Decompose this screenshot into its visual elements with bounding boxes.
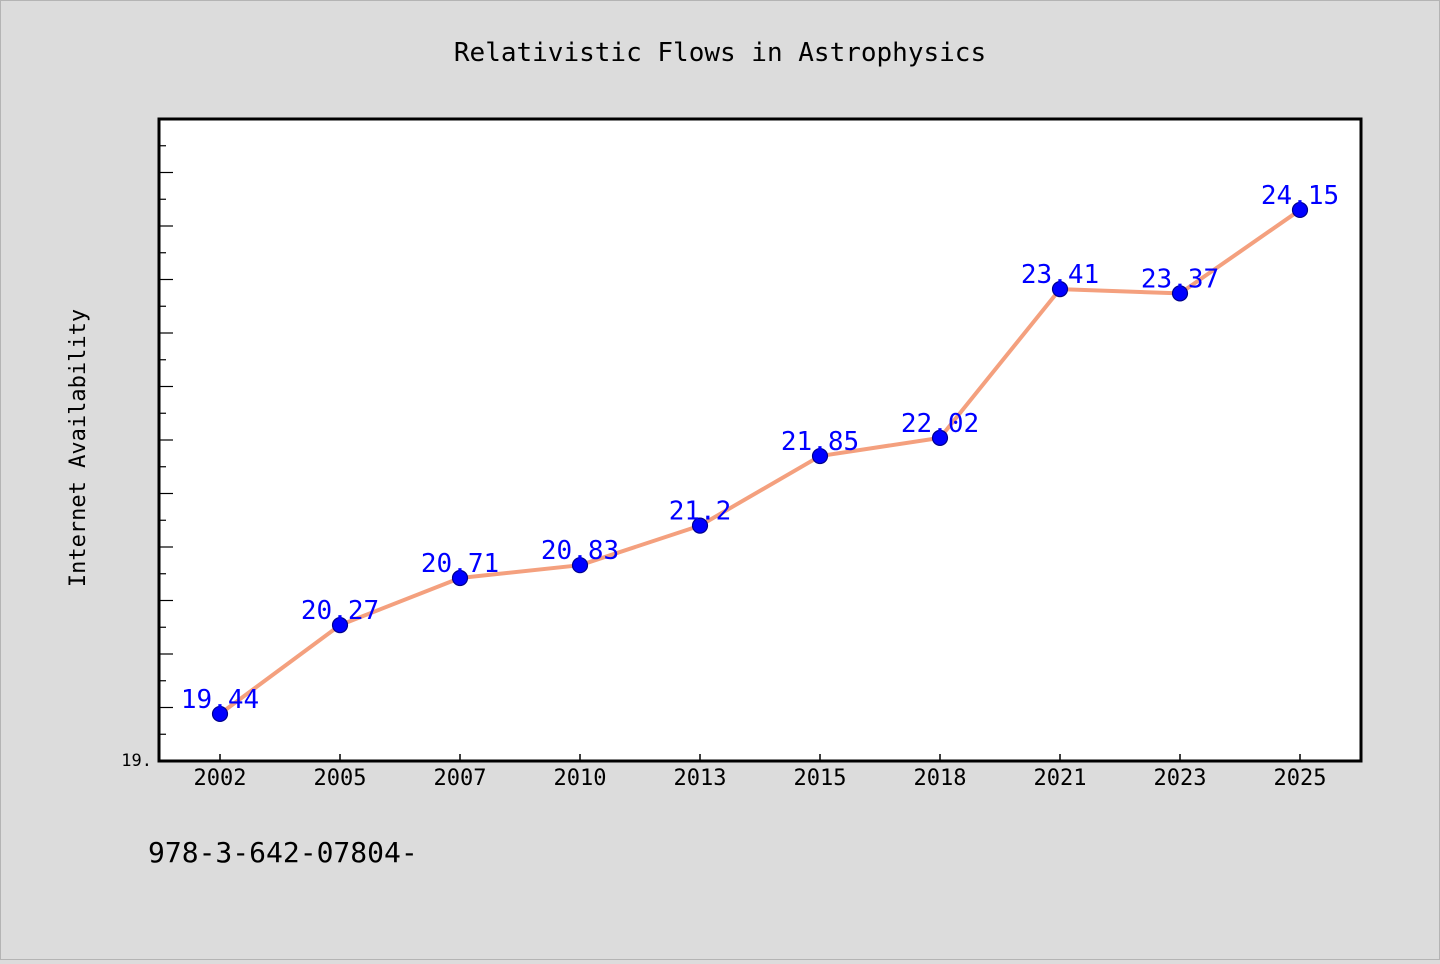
- data-point: [931, 429, 949, 446]
- data-point: [1051, 281, 1069, 298]
- data-label: 21.85: [781, 427, 859, 457]
- footer-code: 978-3-642-07804-: [148, 836, 418, 869]
- data-labels: 19.44 20.27 20.71 20.83 21.2 21.85 22.02 23.41 2…: [181, 181, 1339, 715]
- x-tick-label: 2013: [674, 766, 727, 791]
- chart-title: Relativistic Flows in Astrophysics: [454, 38, 986, 68]
- data-label: 24.15: [1261, 181, 1339, 211]
- data-point: [1171, 285, 1189, 302]
- data-label: 19.44: [181, 685, 259, 715]
- x-tick-label: 2007: [434, 766, 487, 791]
- x-axis-labels: 2002 2005 2007 2010 2013 2015 2018 2021 2023 2025: [194, 766, 1327, 791]
- x-axis-ticks: [219, 754, 1301, 761]
- data-point: [571, 557, 589, 574]
- x-tick-label: 2005: [314, 766, 367, 791]
- data-point: [331, 617, 349, 634]
- data-label: 23.37: [1141, 264, 1219, 294]
- x-tick-label: 2002: [194, 766, 247, 791]
- data-point: [811, 447, 829, 465]
- data-label: 23.41: [1021, 260, 1099, 290]
- series-line: [218, 207, 1302, 716]
- data-point: [211, 705, 229, 723]
- x-tick-label: 2010: [554, 766, 607, 791]
- x-tick-label: 2015: [794, 766, 847, 791]
- data-point: [1291, 201, 1309, 219]
- data-point: [451, 569, 469, 587]
- y-tick-label: 19.: [121, 751, 152, 771]
- x-tick-label: 2018: [914, 766, 967, 791]
- data-label: 20.83: [541, 536, 619, 566]
- data-point: [691, 517, 709, 534]
- data-label: 22.02: [901, 409, 979, 439]
- data-label: 21.2: [669, 497, 732, 527]
- data-label: 20.71: [421, 549, 499, 579]
- data-label: 20.27: [301, 596, 379, 626]
- x-tick-label: 2023: [1154, 766, 1207, 791]
- data-markers: [211, 201, 1309, 723]
- plot-area: [157, 117, 1363, 763]
- y-axis-label: Internet Availability: [66, 309, 91, 587]
- x-tick-label: 2021: [1034, 766, 1087, 791]
- x-tick-label: 2025: [1274, 766, 1327, 791]
- y-axis-ticks: [159, 118, 173, 762]
